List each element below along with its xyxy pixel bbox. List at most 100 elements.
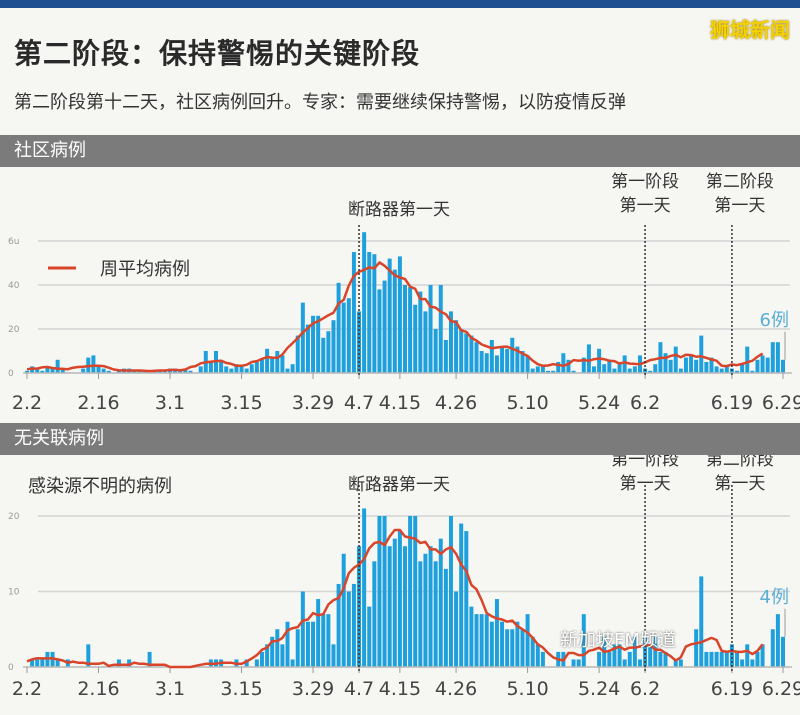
bar (234, 364, 239, 373)
bar (270, 357, 275, 373)
bar (576, 659, 581, 667)
bar (515, 346, 520, 373)
bar (510, 629, 515, 667)
marker-annotation: 断路器第一天 (348, 475, 450, 495)
bar (535, 366, 540, 373)
bar (224, 366, 229, 373)
bar (81, 368, 86, 373)
bar (699, 335, 704, 373)
y-tick-label: 0 (8, 663, 14, 673)
marker-annotation: 第二阶段 (706, 455, 774, 470)
bar (408, 287, 413, 373)
bar (280, 644, 285, 667)
bar (418, 291, 423, 373)
bar (520, 351, 525, 373)
bar (760, 644, 765, 667)
bar (116, 659, 121, 667)
bar (597, 651, 602, 667)
bar (683, 357, 688, 373)
community-cases-chart: 0 20 40 6u 2.2 2.16 3.1 3.15 3.29 4.7 4.15 4.26 5.10… (8, 172, 800, 414)
bar (735, 651, 740, 667)
x-tick-label: 4.7 (344, 392, 374, 414)
bar (673, 659, 678, 667)
bar (632, 636, 637, 667)
bar (392, 269, 397, 373)
marker-annotation: 第一阶段 (611, 455, 679, 470)
bar (249, 364, 254, 373)
bar (469, 335, 474, 373)
bar (326, 331, 331, 373)
bar (372, 254, 377, 373)
bar (341, 553, 346, 667)
bar (423, 553, 428, 667)
bar (295, 629, 300, 667)
bar (770, 629, 775, 667)
bar (321, 614, 326, 667)
bar (219, 362, 224, 373)
bar (448, 311, 453, 373)
bar (438, 538, 443, 667)
bar (311, 315, 316, 373)
x-tick-label: 2.2 (12, 678, 42, 700)
bar (678, 368, 683, 373)
bar (428, 546, 433, 667)
y-tick-label: 10 (8, 588, 20, 598)
bar (346, 591, 351, 667)
bar (413, 304, 418, 373)
bar (35, 659, 40, 667)
x-tick-label: 2.16 (77, 392, 119, 414)
bar (305, 324, 310, 373)
bar (775, 342, 780, 373)
bar (617, 644, 622, 667)
bar (50, 368, 55, 373)
bar (489, 621, 494, 667)
bar (300, 591, 305, 667)
y-tick-label: 20 (8, 512, 20, 522)
bar (556, 362, 561, 373)
bar (755, 359, 760, 373)
x-tick-label: 3.15 (220, 392, 262, 414)
watermark-channel: 新加坡FM频道 (560, 630, 676, 651)
bar (229, 368, 234, 373)
bar (489, 340, 494, 373)
bar (740, 364, 745, 373)
bar (275, 629, 280, 667)
bar (765, 357, 770, 373)
bar (694, 629, 699, 667)
y-tick-label: 40 (8, 281, 20, 291)
unlinked-cases-chart: 0 10 20 2.2 2.16 3.1 3.15 3.29 4.7 4.15 4.26 5.10 5.… (8, 455, 800, 700)
bar (775, 614, 780, 667)
bar (305, 621, 310, 667)
bar (40, 370, 45, 373)
bar (571, 370, 576, 373)
bar (259, 359, 264, 373)
bar (454, 320, 459, 373)
bar (183, 368, 188, 373)
bar (280, 355, 285, 373)
marker-annotation: 第一天 (620, 474, 671, 494)
bar (91, 355, 96, 373)
bar (602, 364, 607, 373)
bar (208, 362, 213, 373)
bar (403, 546, 407, 667)
bar (178, 370, 183, 373)
bar (259, 651, 264, 667)
bar (612, 368, 617, 373)
watermark-logo: 狮城新闻 (710, 18, 790, 42)
bar (663, 651, 668, 667)
section-header-community: 社区病例 (0, 135, 800, 167)
bar (408, 516, 413, 667)
x-tick-label: 2.16 (77, 678, 119, 700)
bar (254, 659, 259, 667)
bar (530, 636, 535, 667)
bar (770, 342, 775, 373)
bar (597, 348, 602, 373)
bar (448, 516, 453, 667)
y-tick-label: 0 (8, 369, 14, 379)
marker-annotation: 断路器第一天 (348, 200, 450, 220)
bar (760, 355, 765, 373)
bar (750, 659, 755, 667)
bar (479, 351, 484, 373)
bar (403, 285, 407, 373)
bar (367, 606, 372, 667)
